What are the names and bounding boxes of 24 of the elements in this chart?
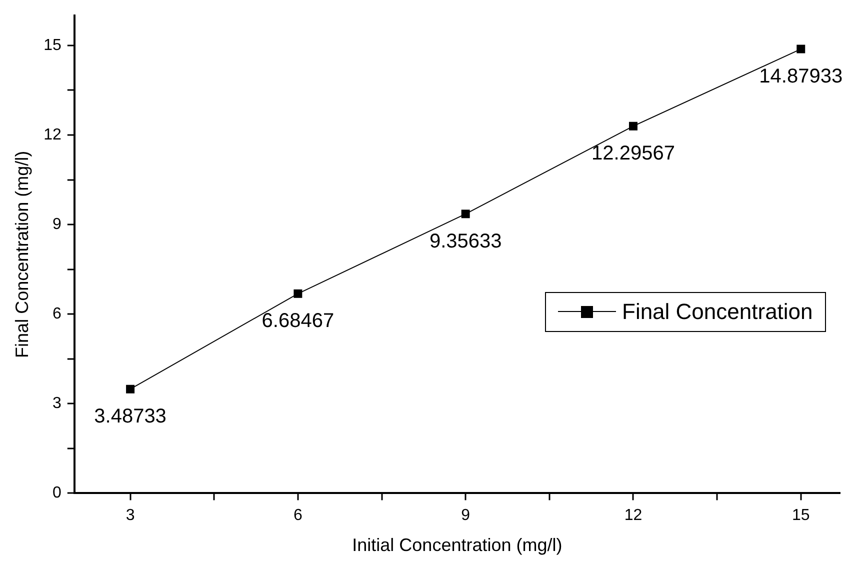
x-tick-label: 3 [126,507,135,524]
y-tick-label: 3 [52,395,62,412]
legend-label: Final Concentration [622,298,813,325]
x-tick-label: 9 [461,507,470,524]
y-tick-label: 6 [52,306,62,323]
data-label: 6.68467 [262,310,334,332]
point [126,384,135,394]
data-label: 3.48733 [94,406,166,428]
y-tick-label: 0 [52,484,62,502]
data-label: 9.35633 [429,230,502,252]
data-label: 12.29567 [592,142,675,165]
x-tick-label: 6 [293,507,302,524]
point [796,44,806,54]
x-tick-label: 15 [792,507,810,524]
point [461,210,470,218]
point [294,289,302,298]
y-tick-label: 12 [44,126,62,144]
y-axis-title: Final Concentration (mg/l) [12,150,32,358]
point [628,122,638,130]
x-axis-title: Initial Concentration (mg/l) [352,535,562,556]
y-tick-label: 15 [44,36,62,54]
y-tick-label: 9 [52,216,62,233]
data-label: 14.87933 [759,66,843,88]
x-tick-label: 12 [624,507,642,524]
